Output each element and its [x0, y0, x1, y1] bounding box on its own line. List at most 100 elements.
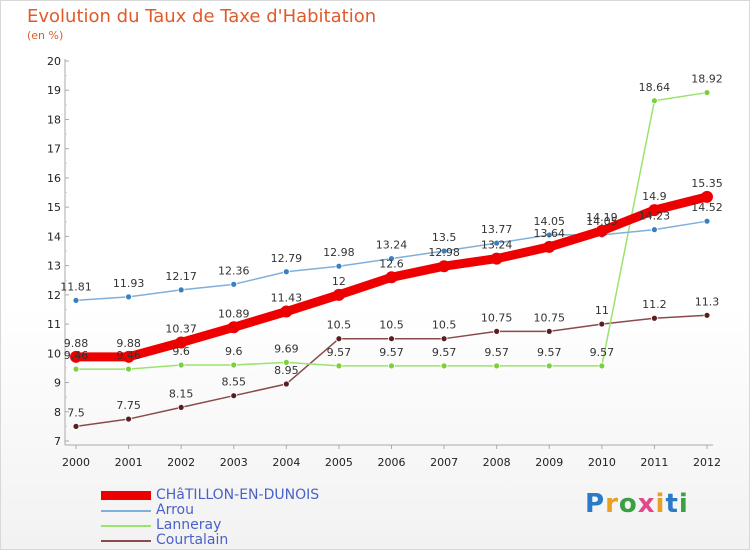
data-label: 14.05 [534, 215, 566, 228]
data-point [651, 97, 658, 105]
legend-label: Lanneray [156, 517, 222, 533]
x-tick-label: 2004 [272, 456, 300, 469]
x-tick-label: 2008 [483, 456, 511, 469]
y-tick-label: 15 [47, 201, 61, 214]
y-tick-label: 8 [54, 406, 61, 419]
logo-letter: r [605, 489, 619, 519]
y-tick-label: 13 [47, 260, 61, 273]
data-point [701, 190, 713, 203]
data-point [651, 226, 658, 234]
data-point [493, 327, 501, 335]
chart-unit: (en %) [27, 29, 64, 42]
data-label: 8.95 [274, 364, 299, 377]
data-point [545, 362, 553, 370]
x-tick-label: 2000 [62, 456, 90, 469]
y-tick-label: 9 [54, 377, 61, 390]
data-label: 9.46 [64, 349, 89, 362]
data-label: 9.6 [225, 345, 243, 358]
data-point [703, 217, 711, 225]
data-label: 13.24 [376, 239, 408, 252]
data-label: 9.69 [274, 342, 299, 355]
data-label: 9.57 [484, 346, 509, 359]
y-tick-label: 18 [47, 113, 61, 126]
data-point [122, 350, 135, 363]
data-label: 14.23 [639, 210, 671, 223]
data-label: 10.5 [379, 319, 404, 332]
data-label: 13.77 [481, 223, 513, 236]
legend-swatch [101, 491, 151, 500]
data-point [332, 288, 345, 301]
data-point [388, 362, 395, 370]
data-label: 8.15 [169, 387, 194, 400]
data-label: 10.89 [218, 307, 250, 320]
data-point [72, 296, 80, 304]
data-point [280, 305, 293, 318]
logo-letter: o [618, 489, 638, 519]
data-label: 9.88 [116, 337, 141, 350]
x-tick-label: 2007 [430, 456, 458, 469]
data-label: 8.55 [222, 376, 247, 389]
data-point [177, 403, 185, 411]
data-label: 7.75 [116, 399, 141, 412]
data-label: 14.52 [691, 201, 723, 214]
data-label: 9.88 [64, 337, 89, 350]
y-tick-label: 14 [47, 230, 61, 243]
legend-swatch [101, 525, 151, 527]
data-point [125, 365, 132, 373]
data-label: 11.81 [60, 280, 92, 293]
x-tick-label: 2002 [167, 456, 195, 469]
y-tick-label: 7 [54, 435, 61, 448]
data-label: 11.3 [695, 295, 720, 308]
data-point [282, 268, 290, 276]
data-label: 9.46 [116, 349, 141, 362]
data-label: 12.6 [379, 257, 404, 270]
data-point [125, 415, 132, 423]
data-point [545, 231, 553, 239]
x-tick-label: 2009 [535, 456, 563, 469]
data-label: 11.93 [113, 277, 145, 290]
x-tick-label: 2001 [115, 456, 143, 469]
data-label: 13.5 [432, 231, 457, 244]
x-tick-label: 2012 [693, 456, 721, 469]
legend-swatch [101, 510, 151, 512]
data-point [598, 320, 606, 328]
data-point [493, 239, 501, 247]
data-point [335, 262, 343, 270]
data-label: 12 [332, 275, 346, 288]
logo-letter: P [585, 489, 606, 519]
data-label: 12.98 [323, 246, 355, 259]
data-point [385, 271, 398, 284]
data-label: 13.64 [534, 227, 566, 240]
data-label: 11 [595, 304, 609, 317]
data-label: 14.05 [586, 215, 618, 228]
data-point [230, 280, 238, 288]
data-label: 11.43 [271, 292, 303, 305]
data-point [282, 358, 290, 366]
data-label: 15.35 [691, 177, 723, 190]
x-tick-label: 2005 [325, 456, 353, 469]
x-tick-label: 2010 [588, 456, 616, 469]
data-label: 10.75 [481, 311, 513, 324]
data-label: 9.6 [172, 345, 190, 358]
data-label: 14.9 [642, 190, 667, 203]
logo-letter: x [637, 489, 656, 519]
data-label: 10.37 [165, 322, 197, 335]
data-point [440, 247, 448, 255]
data-point [388, 255, 395, 263]
data-point [543, 240, 556, 253]
data-label: 11.2 [642, 298, 667, 311]
data-label: 7.5 [67, 406, 85, 419]
data-point [335, 335, 343, 343]
data-point [70, 350, 82, 363]
x-tick-label: 2006 [378, 456, 406, 469]
data-point [703, 311, 711, 319]
y-tick-label: 17 [47, 143, 61, 156]
data-point [493, 362, 501, 370]
logo-letter: i [655, 489, 666, 519]
data-point [388, 335, 395, 343]
data-label: 9.57 [327, 346, 352, 359]
data-point [125, 293, 132, 301]
y-tick-label: 16 [47, 172, 61, 185]
y-tick-label: 12 [47, 289, 61, 302]
